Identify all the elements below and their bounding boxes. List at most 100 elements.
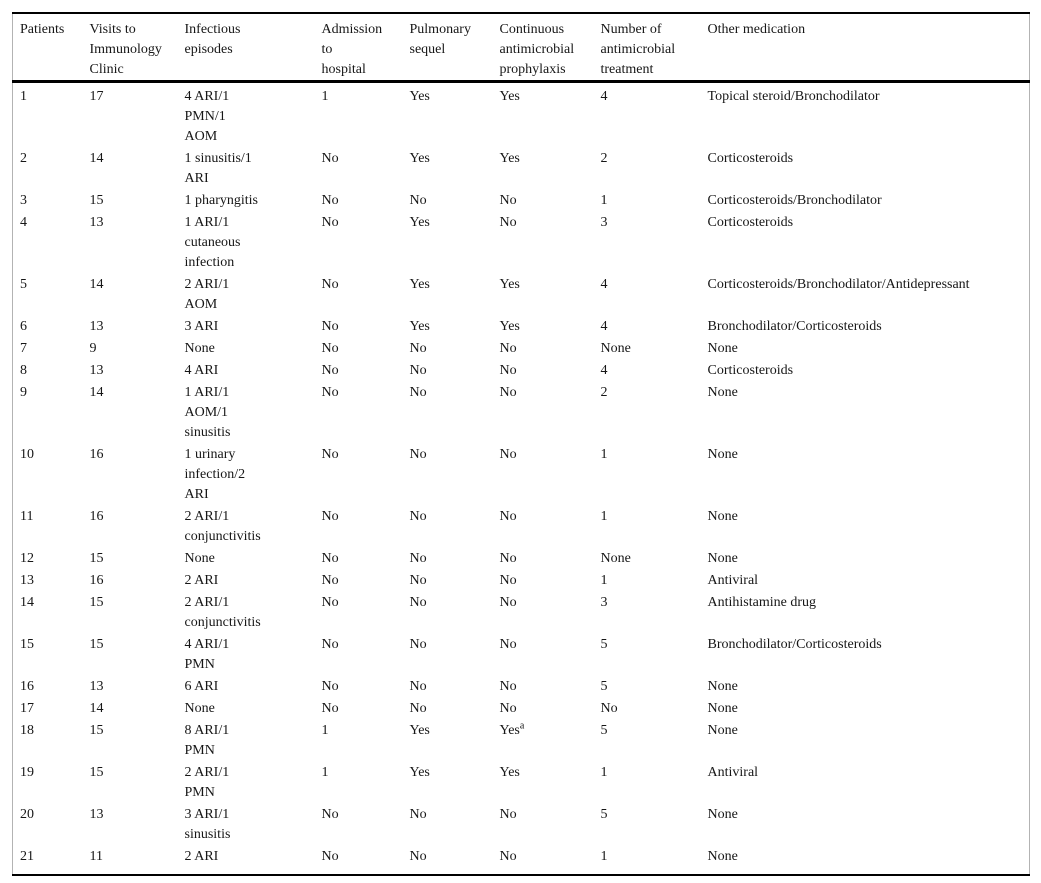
cell-patients: 19 xyxy=(20,765,34,780)
cell-patients: 13 xyxy=(20,573,34,588)
column-header-number-of-antimicrobial-treatment: Number of antimicrobial treatment xyxy=(593,13,701,83)
cell-number-of-antimicrobial-treatment: 4 xyxy=(600,363,608,378)
cell-other-medication: None xyxy=(707,509,738,524)
cell-infectious-episodes: 3 ARI/1 sinusitis xyxy=(184,807,231,842)
cell-continuous-antimicrobial-prophylaxis: Yes xyxy=(499,277,520,292)
cell-visits-to-immunology-clinic: 14 xyxy=(89,385,104,400)
cell-other-medication: None xyxy=(707,447,738,462)
cell-patients: 3 xyxy=(20,193,27,208)
cell-pulmonary-sequel: No xyxy=(409,679,427,694)
cell-patients: 21 xyxy=(20,849,34,864)
cell-patients: 4 xyxy=(20,215,27,230)
cell-admission-to-hospital: No xyxy=(321,573,339,588)
cell-number-of-antimicrobial-treatment: 3 xyxy=(600,595,608,610)
cell-visits-to-immunology-clinic: 14 xyxy=(89,151,104,166)
cell-patients: 12 xyxy=(20,551,34,566)
cell-continuous-antimicrobial-prophylaxis: No xyxy=(499,595,517,610)
cell-infectious-episodes: None xyxy=(184,341,215,356)
cell-patients: 5 xyxy=(20,277,27,292)
cell-pulmonary-sequel: Yes xyxy=(409,89,430,104)
cell-other-medication: Antiviral xyxy=(707,573,759,588)
cell-number-of-antimicrobial-treatment: 2 xyxy=(600,151,608,166)
cell-visits-to-immunology-clinic: 14 xyxy=(89,701,104,716)
footnote-marker: a xyxy=(519,720,525,732)
cell-pulmonary-sequel: No xyxy=(409,551,427,566)
table-row: 11 16 2 ARI/1 conjunctivitis No No No 1 None xyxy=(13,506,1030,548)
cell-other-medication: None xyxy=(707,385,738,400)
cell-infectious-episodes: 8 ARI/1 PMN xyxy=(184,723,230,758)
cell-visits-to-immunology-clinic: 9 xyxy=(89,341,97,356)
column-header-admission-to-hospital: Admission to hospital xyxy=(314,13,403,83)
table-row: 5 14 2 ARI/1 AOM No Yes Yes 4 Corticosteroids/B… xyxy=(13,274,1030,316)
header-row: Patients Visits to Immunology Clinic Infec… xyxy=(12,13,1030,83)
cell-number-of-antimicrobial-treatment: 1 xyxy=(600,573,608,588)
table-row: 3 15 1 pharyngitis No No No 1 Corticosteroids/B… xyxy=(13,190,1030,212)
cell-number-of-antimicrobial-treatment: 1 xyxy=(600,447,608,462)
cell-pulmonary-sequel: No xyxy=(409,595,427,610)
patient-clinical-table: Patients Visits to Immunology Clinic Infec… xyxy=(12,12,1030,876)
cell-infectious-episodes: 1 ARI/1 AOM/1 sinusitis xyxy=(184,385,231,440)
cell-admission-to-hospital: No xyxy=(321,277,339,292)
cell-admission-to-hospital: 1 xyxy=(321,723,329,738)
cell-infectious-episodes: 2 ARI/1 AOM xyxy=(184,277,230,312)
cell-continuous-antimicrobial-prophylaxis: No xyxy=(499,215,517,230)
cell-admission-to-hospital: No xyxy=(321,551,339,566)
cell-visits-to-immunology-clinic: 15 xyxy=(89,595,104,610)
cell-other-medication: Corticosteroids/Bronchodilator xyxy=(707,193,882,208)
cell-visits-to-immunology-clinic: 13 xyxy=(89,319,104,334)
cell-other-medication: Corticosteroids/Bronchodilator/Antidepre… xyxy=(707,277,970,292)
cell-patients: 18 xyxy=(20,723,34,738)
cell-other-medication: None xyxy=(707,679,738,694)
cell-number-of-antimicrobial-treatment: None xyxy=(600,551,631,566)
table-row: 15 15 4 ARI/1 PMN No No No 5 Bronchodilator/Cor… xyxy=(13,634,1030,676)
table-header: Patients Visits to Immunology Clinic Infec… xyxy=(12,13,1030,83)
cell-patients: 1 xyxy=(20,89,27,104)
cell-visits-to-immunology-clinic: 13 xyxy=(89,215,104,230)
column-header-infectious-episodes: Infectious episodes xyxy=(177,13,315,83)
cell-admission-to-hospital: 1 xyxy=(321,765,329,780)
cell-infectious-episodes: 2 ARI/1 PMN xyxy=(184,765,230,800)
cell-number-of-antimicrobial-treatment: 1 xyxy=(600,849,608,864)
cell-number-of-antimicrobial-treatment: 5 xyxy=(600,723,608,738)
cell-admission-to-hospital: No xyxy=(321,701,339,716)
cell-other-medication: Antiviral xyxy=(707,765,759,780)
cell-continuous-antimicrobial-prophylaxis: Yesa xyxy=(499,720,525,738)
table-row: 21 11 2 ARI No No No 1 None xyxy=(13,846,1030,875)
cell-patients: 16 xyxy=(20,679,34,694)
cell-infectious-episodes: 1 pharyngitis xyxy=(184,193,259,208)
cell-patients: 8 xyxy=(20,363,27,378)
cell-patients: 9 xyxy=(20,385,27,400)
patient-table-container: Patients Visits to Immunology Clinic Infec… xyxy=(12,12,1030,876)
cell-admission-to-hospital: No xyxy=(321,595,339,610)
table-row: 4 13 1 ARI/1 cutaneous infection No Yes No 3 Co… xyxy=(13,212,1030,274)
cell-patients: 14 xyxy=(20,595,34,610)
cell-number-of-antimicrobial-treatment: 1 xyxy=(600,765,608,780)
cell-visits-to-immunology-clinic: 16 xyxy=(89,509,104,524)
cell-patients: 6 xyxy=(20,319,27,334)
cell-patients: 17 xyxy=(20,701,34,716)
cell-number-of-antimicrobial-treatment: 3 xyxy=(600,215,608,230)
cell-visits-to-immunology-clinic: 15 xyxy=(89,551,104,566)
cell-pulmonary-sequel: No xyxy=(409,193,427,208)
cell-other-medication: None xyxy=(707,849,738,864)
cell-continuous-antimicrobial-prophylaxis: No xyxy=(499,363,517,378)
table-row: 18 15 8 ARI/1 PMN 1 Yes Yesa 5 None xyxy=(13,720,1030,762)
cell-continuous-antimicrobial-prophylaxis: Yes xyxy=(499,151,520,166)
cell-other-medication: None xyxy=(707,723,738,738)
cell-visits-to-immunology-clinic: 13 xyxy=(89,807,104,822)
cell-admission-to-hospital: No xyxy=(321,193,339,208)
cell-other-medication: None xyxy=(707,341,738,356)
column-header-other-medication: Other medication xyxy=(700,13,1030,83)
cell-pulmonary-sequel: Yes xyxy=(409,277,430,292)
table-row: 7 9 None No No No None None xyxy=(13,338,1030,360)
cell-visits-to-immunology-clinic: 11 xyxy=(89,849,103,864)
cell-patients: 7 xyxy=(20,341,27,356)
cell-other-medication: None xyxy=(707,551,738,566)
cell-continuous-antimicrobial-prophylaxis: No xyxy=(499,509,517,524)
cell-admission-to-hospital: No xyxy=(321,341,339,356)
table-row: 1 17 4 ARI/1 PMN/1 AOM 1 Yes Yes 4 Topical ster… xyxy=(13,82,1030,149)
table-row: 9 14 1 ARI/1 AOM/1 sinusitis No No No 2 None xyxy=(13,382,1030,444)
cell-visits-to-immunology-clinic: 15 xyxy=(89,193,104,208)
table-row: 2 14 1 sinusitis/1 ARI No Yes Yes 2 Corticoster… xyxy=(13,148,1030,190)
cell-patients: 15 xyxy=(20,637,34,652)
